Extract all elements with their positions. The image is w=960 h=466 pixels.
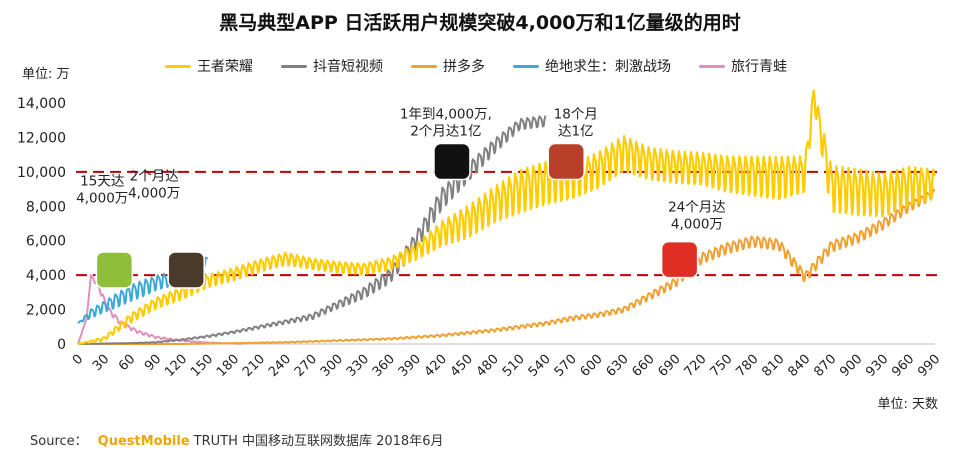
annotation-line: 2个月达: [130, 168, 180, 184]
x-tick-label: 480: [474, 352, 502, 380]
x-tick-label: 330: [344, 352, 372, 380]
y-tick-label: 10,000: [17, 165, 66, 181]
source-text: TRUTH 中国移动互联网数据库 2018年6月: [193, 434, 444, 449]
honor-of-kings-icon: [547, 142, 585, 181]
legend-label-pubg: 绝地求生：刺激战场: [545, 59, 671, 75]
y-tick-label: 4,000: [26, 268, 66, 284]
annotation-label: 24个月达 4,000万: [668, 199, 726, 232]
series-pinduoduo: [77, 188, 936, 345]
x-tick-label: 750: [707, 352, 735, 380]
y-tick-label: 0: [57, 337, 66, 353]
legend-label-honor-of-kings: 王者荣耀: [197, 59, 253, 75]
douyin-icon: [433, 142, 471, 181]
y-tick-label: 14,000: [17, 96, 66, 112]
x-tick-label: 690: [655, 352, 683, 380]
x-tick-label: 840: [785, 352, 813, 380]
source-brand: QuestMobile: [97, 434, 190, 449]
x-tick-label: 30: [90, 352, 112, 374]
annotation-line: 2个月达1亿: [410, 123, 481, 139]
x-tick-label: 930: [863, 352, 891, 380]
annotation-line: 达1亿: [558, 123, 594, 139]
annotation-line: 4,000万: [76, 191, 128, 207]
y-tick-label: 6,000: [26, 234, 66, 250]
legend: 王者荣耀 抖音短视频 拼多多 绝地求生：刺激战场 旅行青蛙: [165, 56, 787, 76]
source-label: Source：: [30, 434, 88, 449]
legend-swatch-douyin: [281, 64, 307, 68]
x-tick-label: 630: [604, 352, 632, 380]
legend-swatch-pubg: [513, 64, 539, 68]
x-tick-label: 990: [915, 352, 943, 380]
x-tick-label: 960: [889, 352, 917, 380]
annotation-label: 2个月达 4,000万: [128, 168, 180, 201]
annotation-line: 4,000万: [671, 216, 723, 232]
legend-swatch-travel-frog: [699, 64, 725, 68]
legend-label-travel-frog: 旅行青蛙: [731, 59, 787, 75]
source-note: Source： QuestMobile TRUTH 中国移动互联网数据库 2018年…: [30, 430, 443, 449]
annotation-label: 1年到4,000万, 2个月达1亿: [400, 106, 492, 139]
x-tick-label: 270: [292, 352, 320, 380]
annotation-label: 15天达 4,000万: [76, 174, 128, 207]
x-tick-label: 870: [811, 352, 839, 380]
pinduoduo-icon: [660, 240, 699, 279]
legend-item-travel-frog: 旅行青蛙: [699, 56, 787, 76]
annotation-line: 24个月达: [668, 199, 726, 215]
series-honor-of-kings: [77, 89, 937, 346]
y-tick-label: 12,000: [17, 130, 66, 146]
x-tick-label: 420: [422, 352, 450, 380]
x-tick-label: 360: [370, 352, 398, 380]
y-tick-label: 8,000: [26, 199, 66, 215]
travel-frog-icon: [95, 251, 134, 289]
x-tick-label: 660: [630, 352, 658, 380]
x-tick-label: 540: [526, 352, 554, 380]
legend-swatch-pinduoduo: [411, 64, 437, 68]
x-tick-label: 90: [142, 352, 164, 374]
x-tick-label: 390: [396, 352, 424, 380]
annotation-line: 1年到4,000万,: [400, 106, 492, 122]
pubg-icon: [167, 251, 205, 289]
legend-item-douyin: 抖音短视频: [281, 56, 383, 76]
x-tick-label: 810: [759, 352, 787, 380]
x-axis-unit: 单位: 天数: [877, 397, 938, 412]
x-tick-label: 240: [266, 352, 294, 380]
chart-title: 黑马典型APP 日活跃用户规模突破4,000万和1亿量级的用时: [219, 12, 741, 34]
x-tick-label: 720: [681, 352, 709, 380]
annotation-label: 18个月达1亿: [554, 106, 598, 139]
annotation-line: 18个月: [554, 106, 598, 122]
x-tick-label: 210: [240, 352, 268, 380]
legend-label-pinduoduo: 拼多多: [443, 59, 485, 75]
y-tick-label: 2,000: [26, 303, 66, 319]
annotation-line: 4,000万: [128, 185, 180, 201]
x-tick-label: 570: [552, 352, 580, 380]
legend-item-pubg: 绝地求生：刺激战场: [513, 56, 671, 76]
x-tick-label: 120: [162, 352, 190, 380]
x-tick-label: 180: [214, 352, 242, 380]
legend-label-douyin: 抖音短视频: [313, 59, 383, 75]
x-tick-label: 450: [448, 352, 476, 380]
x-tick-label: 900: [837, 352, 865, 380]
legend-item-honor-of-kings: 王者荣耀: [165, 56, 253, 76]
x-tick-label: 780: [733, 352, 761, 380]
x-tick-label: 60: [116, 352, 138, 374]
x-tick-label: 300: [318, 352, 346, 380]
x-tick-label: 150: [188, 352, 216, 380]
x-tick-label: 600: [578, 352, 606, 380]
legend-item-pinduoduo: 拼多多: [411, 56, 485, 76]
x-tick-label: 510: [500, 352, 528, 380]
y-axis-unit: 单位: 万: [22, 67, 70, 82]
annotation-line: 15天达: [80, 174, 125, 190]
legend-swatch-honor-of-kings: [165, 64, 191, 68]
x-tick-label: 0: [70, 352, 86, 368]
